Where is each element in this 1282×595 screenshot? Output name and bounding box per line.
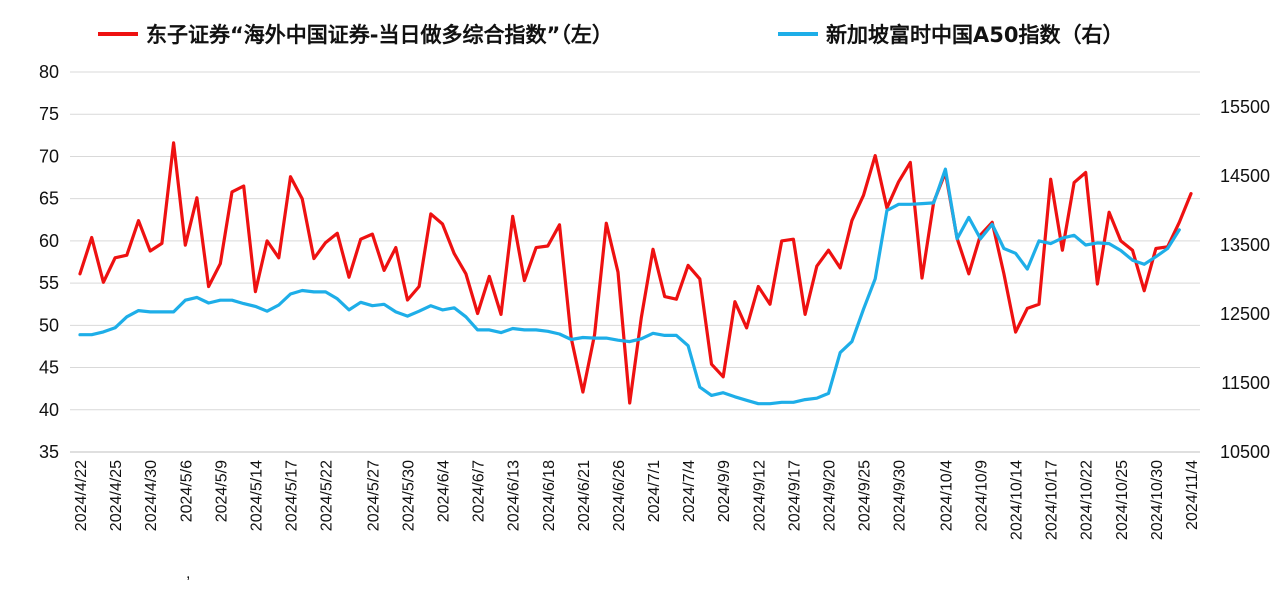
- x-tick-label: 2024/5/6: [178, 460, 195, 522]
- left-tick-label: 70: [39, 146, 59, 166]
- x-tick-label: 2024/5/9: [213, 460, 230, 522]
- left-tick-label: 60: [39, 231, 59, 251]
- x-tick-label: 2024/9/9: [716, 460, 733, 522]
- x-tick-label: 2024/6/18: [541, 460, 558, 531]
- left-tick-label: 50: [39, 315, 59, 335]
- x-tick-label: 2024/9/12: [751, 460, 768, 531]
- x-tick-label: 2024/11/4: [1184, 460, 1201, 530]
- x-tick-label: 2024/6/13: [506, 460, 523, 531]
- x-tick-label: 2024/6/26: [611, 460, 628, 531]
- x-tick-label: 2024/7/1: [646, 460, 663, 522]
- left-tick-label: 45: [39, 358, 59, 378]
- chart-series: [78, 141, 1193, 406]
- x-tick-label: 2024/10/4: [938, 460, 955, 531]
- x-tick-label: 2024/7/4: [681, 460, 698, 522]
- left-tick-label: 55: [39, 273, 59, 293]
- x-tick-label: 2024/5/17: [284, 460, 301, 531]
- x-tick-label: 2024/5/14: [248, 460, 265, 531]
- x-tick-label: 2024/10/14: [1009, 460, 1026, 540]
- series-line-blue: [78, 167, 1181, 406]
- x-tick-label: 2024/5/30: [400, 460, 417, 531]
- left-tick-label: 40: [39, 400, 59, 420]
- x-tick-label: 2024/6/4: [436, 460, 453, 522]
- left-tick-label: 75: [39, 104, 59, 124]
- x-tick-label: 2024/10/9: [973, 460, 990, 531]
- left-tick-label: 35: [39, 442, 59, 462]
- x-tick-label: 2024/10/25: [1114, 460, 1131, 540]
- right-tick-label: 10500: [1220, 442, 1270, 462]
- right-tick-label: 14500: [1220, 166, 1270, 186]
- right-tick-label: 15500: [1220, 97, 1270, 117]
- legend-label-blue: 新加坡富时中国A50指数（右）: [826, 23, 1123, 47]
- x-tick-label: 2024/9/25: [857, 460, 874, 531]
- series-line-red: [78, 141, 1193, 405]
- x-tick-label: 2024/6/21: [576, 460, 593, 531]
- x-tick-label: 2024/6/7: [471, 460, 488, 522]
- x-tick-label: 2024/10/30: [1149, 460, 1166, 540]
- left-axis-ticks: 35 40 45 50 55 60 65 70 75 80: [39, 62, 59, 462]
- x-tick-label: 2024/4/30: [143, 460, 160, 531]
- x-tick-label: 2024/5/22: [319, 460, 336, 531]
- x-axis-ticks: 2024/4/22 2024/4/25 2024/4/30 2024/5/6 2024/…: [73, 460, 1201, 540]
- right-tick-label: 12500: [1220, 304, 1270, 324]
- x-tick-label: 2024/9/30: [892, 460, 909, 531]
- right-tick-label: 11500: [1221, 373, 1270, 393]
- x-tick-label: 2024/4/25: [108, 460, 125, 531]
- right-axis-ticks: 10500 11500 12500 13500 14500 15500: [1220, 97, 1270, 462]
- left-tick-label: 80: [39, 62, 59, 82]
- x-tick-label: 2024/5/27: [365, 460, 382, 531]
- legend-label-red: 东子证券“海外中国证券-当日做多综合指数”（左）: [146, 23, 613, 47]
- x-tick-label: 2024/9/20: [821, 460, 838, 531]
- chart-legend: 东子证券“海外中国证券-当日做多综合指数”（左） 新加坡富时中国A50指数（右）: [98, 23, 1123, 47]
- x-tick-label: 2024/4/22: [73, 460, 90, 531]
- x-tick-label: 2024/9/17: [786, 460, 803, 531]
- x-tick-label: 2024/10/17: [1044, 460, 1061, 540]
- stray-mark: ,: [186, 565, 190, 582]
- left-tick-label: 65: [39, 189, 59, 209]
- x-tick-label: 2024/10/22: [1079, 460, 1096, 540]
- right-tick-label: 13500: [1220, 235, 1270, 255]
